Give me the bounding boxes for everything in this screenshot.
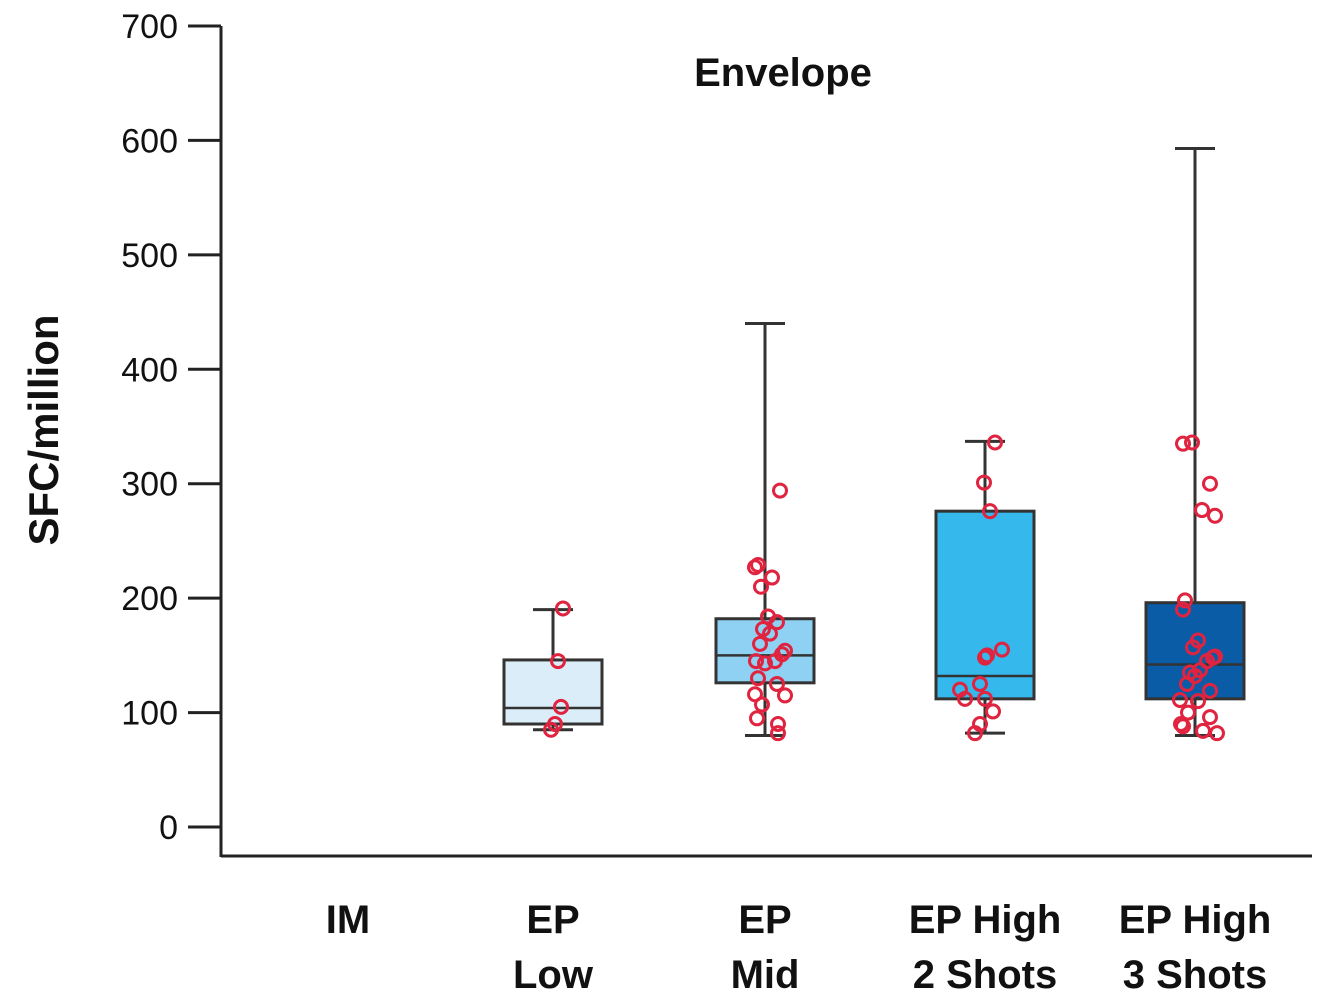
data-point (972, 675, 988, 692)
data-point (957, 690, 973, 707)
y-tick-label: 100 (121, 695, 178, 733)
data-point (748, 653, 764, 670)
data-point (772, 482, 788, 499)
data-point (1202, 709, 1218, 726)
data-point (1187, 667, 1203, 684)
data-point (753, 578, 769, 595)
box-iqr (1144, 601, 1246, 701)
data-point (770, 716, 786, 733)
data-point (757, 655, 773, 672)
box-iqr (934, 509, 1036, 701)
box-group (714, 322, 816, 742)
x-category-label-line1: EP (738, 898, 791, 942)
box-group (502, 600, 604, 738)
x-category-labels: IM EP Low EP Mid EP High 2 Shots EP High 3 Shots (326, 898, 1272, 995)
data-point (769, 614, 785, 631)
data-point (777, 642, 793, 659)
boxes (502, 146, 1246, 742)
data-point (1175, 435, 1191, 452)
x-category-label-line2: 2 Shots (913, 953, 1057, 995)
x-category-label-line1: IM (326, 898, 370, 942)
data-point (1180, 704, 1196, 721)
chart-title: Envelope (694, 51, 872, 95)
data-point (550, 653, 566, 670)
data-point (979, 647, 995, 664)
x-category-label-line2: Low (513, 953, 594, 995)
data-point (1209, 725, 1225, 742)
y-tick-label: 200 (121, 580, 178, 618)
data-point (553, 698, 569, 715)
box-group (1144, 146, 1246, 742)
data-point (1207, 507, 1223, 524)
data-point (1175, 718, 1191, 735)
data-point (1202, 475, 1218, 492)
data-point (985, 703, 1001, 720)
data-point (555, 600, 571, 617)
x-category-label-line1: EP High (1119, 898, 1272, 942)
data-point (987, 434, 1003, 451)
data-point (754, 696, 770, 713)
data-point (1202, 682, 1218, 699)
y-tick-label: 400 (121, 351, 178, 389)
box-iqr (502, 658, 604, 726)
box-group (934, 434, 1036, 742)
data-point (1177, 592, 1193, 609)
y-axis-label: SFC/million (20, 315, 67, 546)
data-point (762, 625, 778, 642)
data-point (769, 675, 785, 692)
y-tick-label: 600 (121, 122, 178, 160)
data-point (767, 653, 783, 670)
data-point (977, 690, 993, 707)
data-point (750, 556, 766, 573)
data-point (752, 635, 768, 652)
data-point (777, 687, 793, 704)
data-point (1190, 693, 1206, 710)
y-tick-label: 500 (121, 237, 178, 275)
data-point (749, 710, 765, 727)
x-category-label-line2: Mid (731, 953, 800, 995)
data-point (543, 721, 559, 738)
x-category-label-line1: EP (526, 898, 579, 942)
data-point (1179, 675, 1195, 692)
data-point (967, 725, 983, 742)
data-point (1175, 601, 1191, 618)
data-point (764, 569, 780, 586)
data-point (982, 503, 998, 520)
data-point (1207, 648, 1223, 665)
data-point (770, 725, 786, 742)
x-category-label-line2: 3 Shots (1123, 953, 1267, 995)
data-point (1184, 434, 1200, 451)
data-point (1194, 502, 1210, 519)
data-point (994, 641, 1010, 658)
y-tick-label: 300 (121, 466, 178, 504)
data-point (976, 474, 992, 491)
y-tick-label: 0 (159, 809, 178, 847)
data-point (1185, 639, 1201, 656)
y-ticks: 0 100 200 300 400 500 600 700 (121, 8, 221, 847)
data-point (750, 670, 766, 687)
x-category-label-line1: EP High (909, 898, 1062, 942)
y-tick-label: 700 (121, 8, 178, 46)
data-point (1172, 691, 1188, 708)
